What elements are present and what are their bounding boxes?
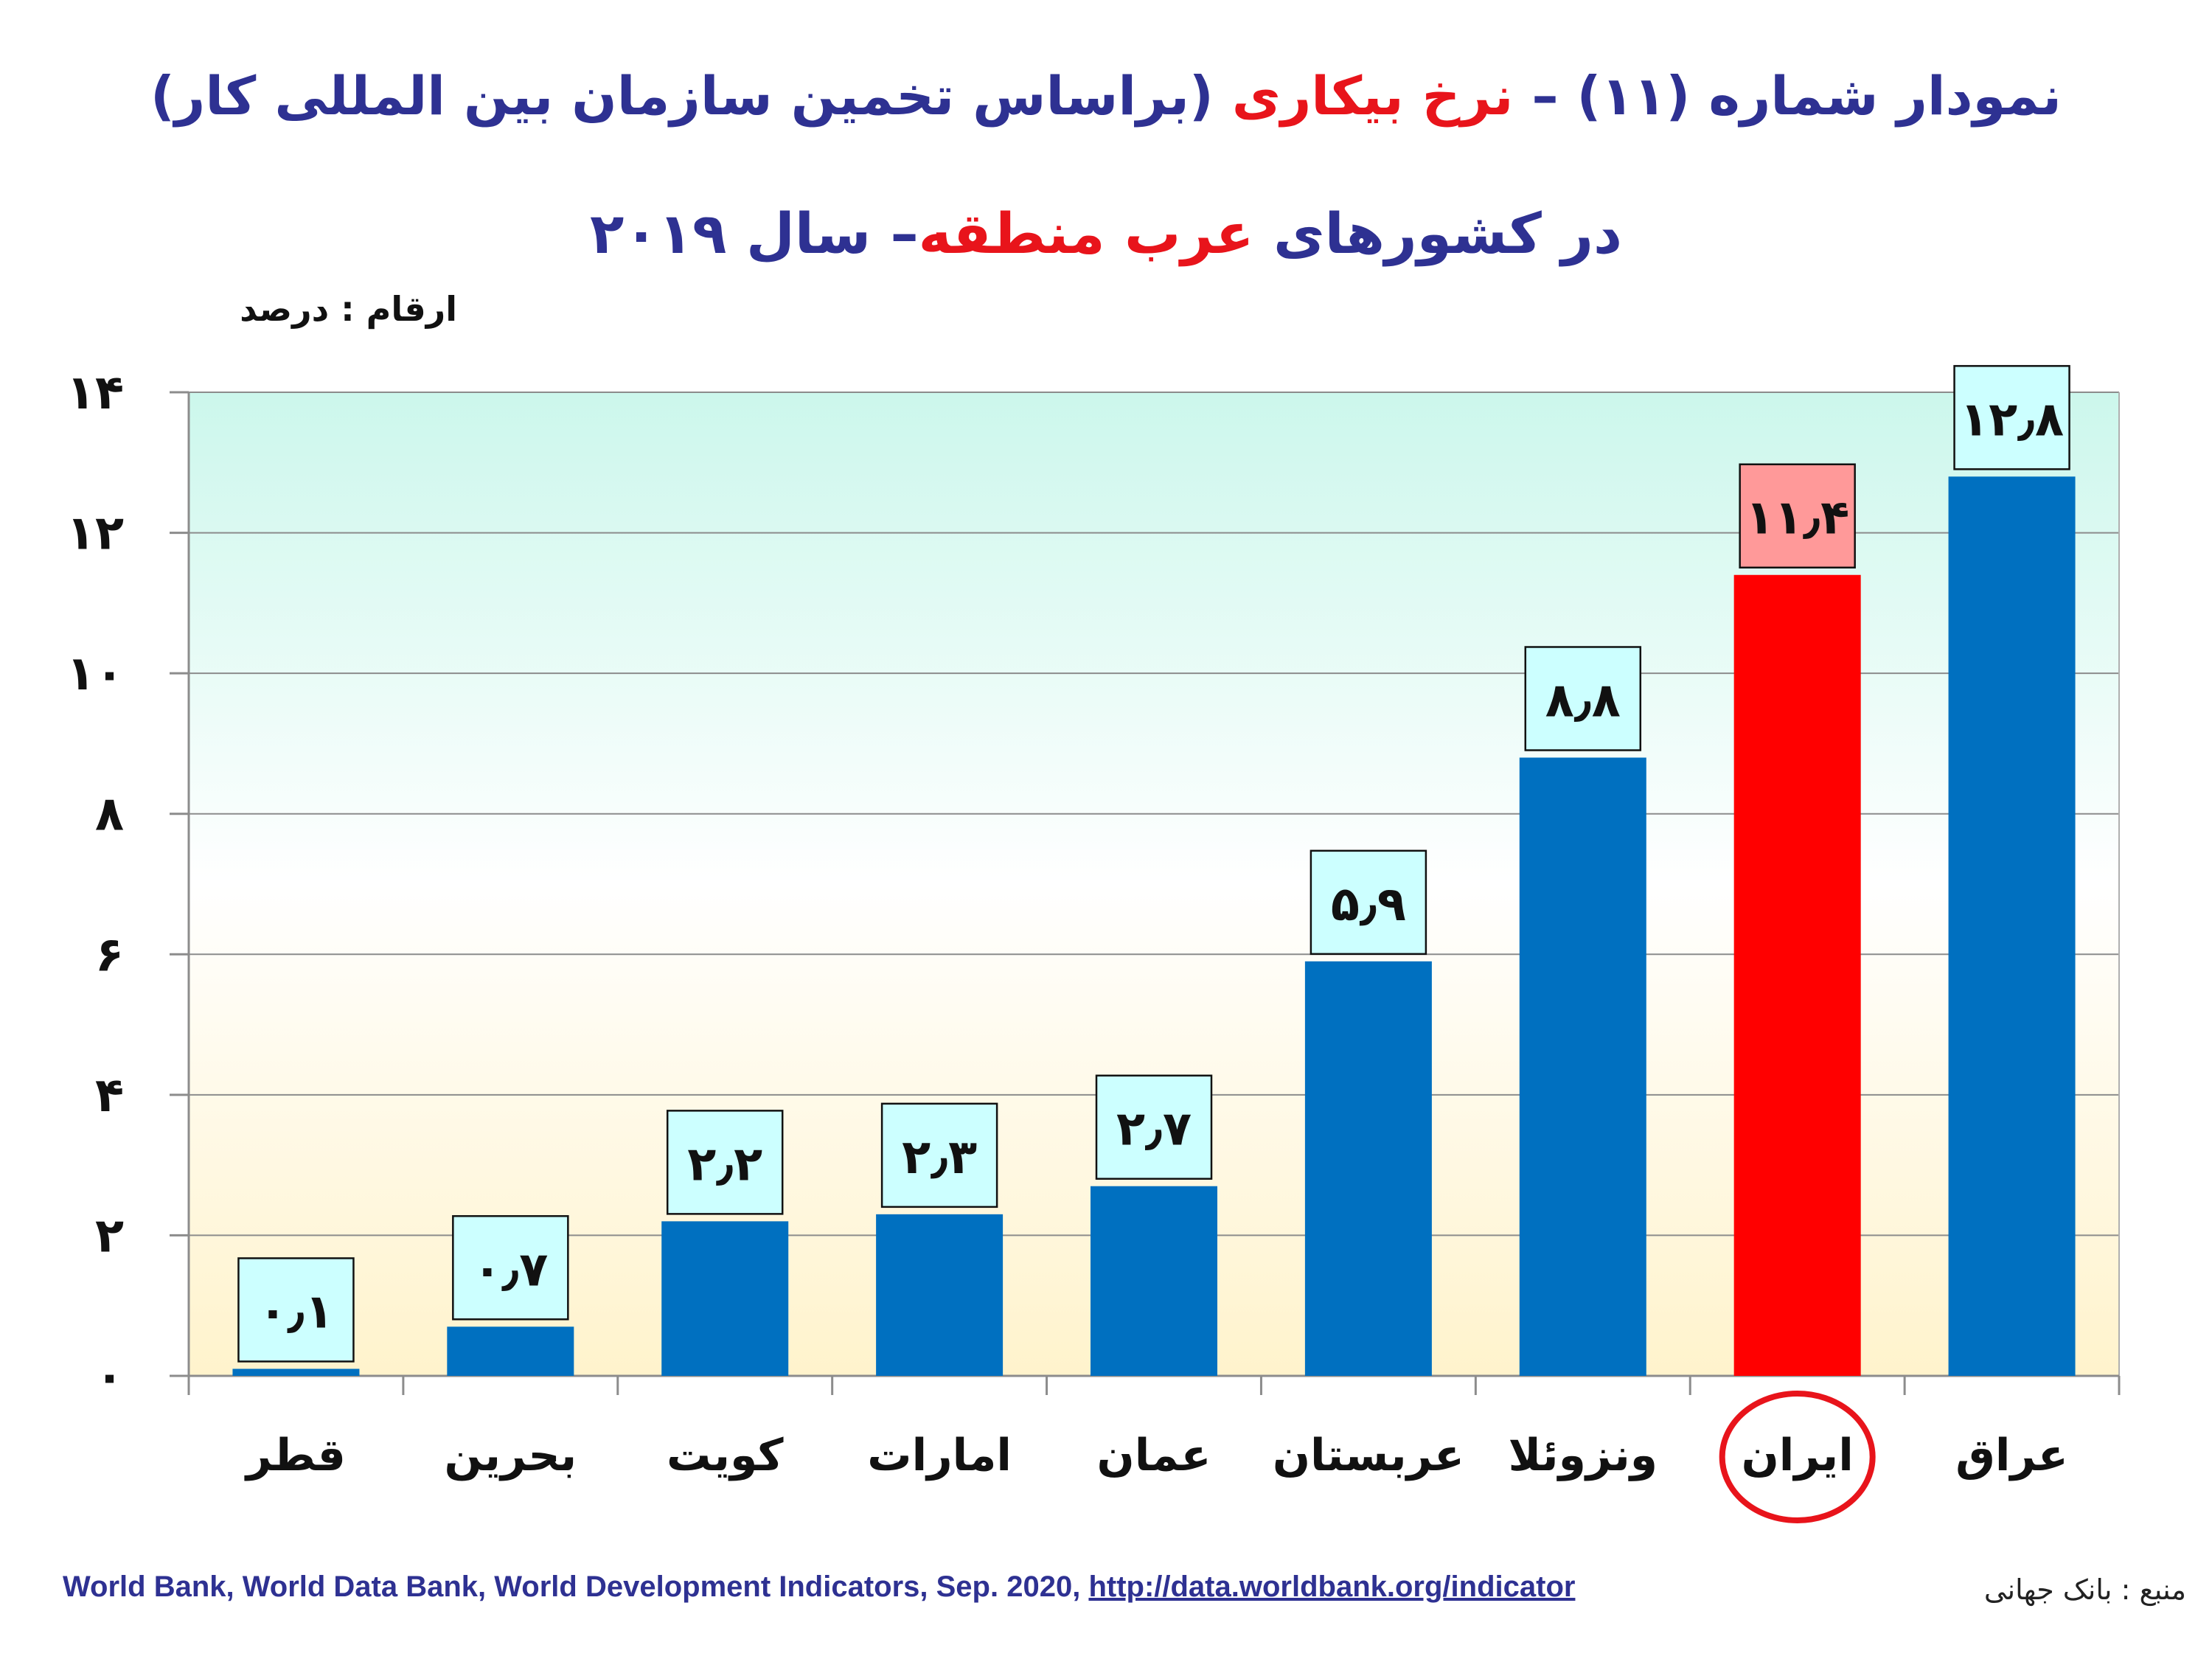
- value-label: ۱۱٫۴: [1745, 491, 1849, 546]
- y-tick-label: ۱۲: [66, 507, 124, 561]
- title-line-1-part-1: نمودار شماره (۱۱) –: [1513, 65, 2062, 127]
- value-label: ۲٫۲: [687, 1137, 762, 1192]
- value-label: ۰٫۷: [473, 1242, 548, 1297]
- value-label: ۸٫۸: [1545, 673, 1621, 728]
- y-tick-label: ۶: [95, 928, 124, 982]
- title-line-2-highlight: عرب منطقه: [918, 201, 1254, 266]
- value-label-box: [1739, 463, 1856, 568]
- x-tick-label: عمان: [1097, 1430, 1211, 1481]
- bar-chart: ۰ ۲ ۴ ۶ ۸ ۱۰ ۱۲ ۱۴ ۰٫۱ ۰٫۷ ۲٫۲ ۲٫۳ ۲٫۷ ۵٫۹ ۸٫۸ ۱۱٫۴ ۱۲٫…: [66, 365, 2121, 1523]
- chart-title-line-1: نمودار شماره (۱۱) – نرخ بیکاری (براساس ت…: [0, 65, 2212, 127]
- x-tick-label: عراق: [1955, 1430, 2068, 1481]
- bar: [1091, 1186, 1217, 1376]
- title-line-2-part-1: در کشورهای: [1253, 201, 1623, 266]
- source-text: World Bank, World Data Bank, World Devel…: [63, 1571, 1089, 1603]
- value-label-box: [666, 1110, 784, 1215]
- value-label-box: [1310, 849, 1427, 956]
- x-tick-label: ونزوئلا: [1509, 1430, 1658, 1481]
- value-label: ۰٫۱: [258, 1284, 333, 1339]
- title-line-1-part-3: (براساس تخمین سازمان بین المللی کار): [150, 65, 1232, 127]
- source-label: منبع : بانک جهانی: [1983, 1573, 2186, 1606]
- bar: [876, 1214, 1004, 1376]
- value-label-box: [1524, 646, 1642, 751]
- bar: [661, 1221, 789, 1376]
- value-label-box: [452, 1215, 569, 1321]
- value-labels: ۰٫۱ ۰٫۷ ۲٫۲ ۲٫۳ ۲٫۷ ۵٫۹ ۸٫۸ ۱۱٫۴ ۱۲٫۸: [237, 365, 2070, 1363]
- value-label-box: [1953, 365, 2070, 470]
- x-tick-labels: قطر بحرین کویت امارات عمان عربستان ونزوئلا ایرا…: [244, 1391, 2068, 1523]
- value-label: ۲٫۷: [1116, 1102, 1192, 1157]
- value-label-box: [880, 1102, 998, 1208]
- bar: [447, 1326, 574, 1376]
- bar: [1733, 574, 1861, 1376]
- bars: [232, 476, 2076, 1377]
- y-tick-label: ۰: [95, 1349, 124, 1404]
- value-label-box: [1095, 1074, 1213, 1180]
- y-tick-label: ۸: [95, 787, 124, 842]
- y-tick-labels: ۰ ۲ ۴ ۶ ۸ ۱۰ ۱۲ ۱۴: [66, 366, 124, 1404]
- y-tick-label: ۱۰: [66, 647, 124, 701]
- chart-title-line-2: در کشورهای عرب منطقه– سال ۲۰۱۹: [0, 201, 2212, 266]
- y-tick-label: ۱۴: [66, 366, 124, 420]
- highlight-circle: [1719, 1391, 1876, 1523]
- title-line-2-part-3: – سال ۲۰۱۹: [589, 201, 919, 266]
- x-tick-label: بحرین: [445, 1430, 577, 1481]
- x-tick-label: ایران: [1742, 1430, 1854, 1481]
- x-tick-label: کویت: [667, 1430, 784, 1481]
- y-tick-label: ۲: [95, 1208, 124, 1263]
- bar: [1519, 757, 1646, 1376]
- value-label: ۵٫۹: [1331, 877, 1406, 932]
- bar: [1304, 961, 1432, 1376]
- x-tick-label: عربستان: [1273, 1430, 1464, 1481]
- source-link[interactable]: http://data.worldbank.org/indicator: [1088, 1571, 1576, 1603]
- units-label: ارقام : درصد: [240, 289, 457, 329]
- bar: [232, 1368, 360, 1376]
- x-tick-label: قطر: [244, 1430, 346, 1481]
- value-label: ۲٫۳: [902, 1130, 977, 1185]
- x-tick-label: امارات: [867, 1430, 1012, 1481]
- source-line: World Bank, World Data Bank, World Devel…: [63, 1571, 2186, 1606]
- title-line-1-highlight: نرخ بیکاری: [1231, 65, 1514, 127]
- y-tick-label: ۴: [95, 1068, 124, 1123]
- value-label-box: [237, 1257, 355, 1363]
- value-label: ۱۲٫۸: [1960, 392, 2064, 447]
- bar: [1948, 476, 2076, 1377]
